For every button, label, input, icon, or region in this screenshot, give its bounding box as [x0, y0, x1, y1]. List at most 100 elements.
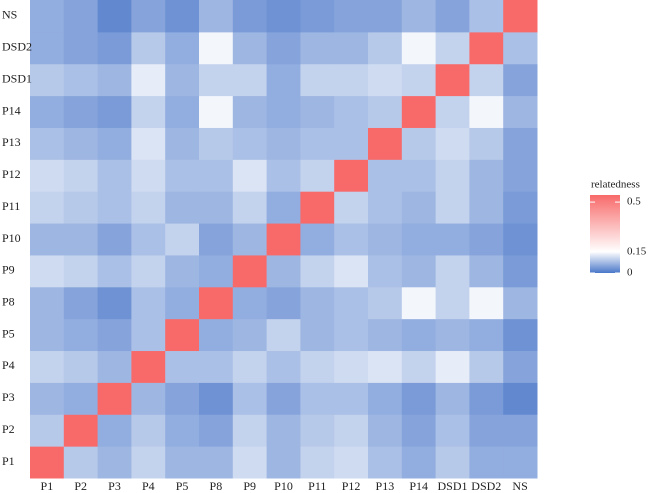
- heatmap-cell: [63, 191, 99, 224]
- heatmap-cell: [165, 63, 200, 97]
- heatmap-cell: [266, 286, 301, 320]
- heatmap-cell: [30, 223, 65, 256]
- heatmap-cell: [165, 414, 200, 447]
- heatmap-cell: [165, 286, 200, 320]
- heatmap-cell: [165, 318, 200, 352]
- heatmap-cell: [199, 95, 234, 128]
- heatmap-cell: [300, 318, 335, 352]
- heatmap-cell: [199, 254, 234, 288]
- heatmap-cell: [435, 63, 470, 97]
- heatmap-cell: [165, 191, 200, 224]
- heatmap-cell: [165, 350, 200, 383]
- y-tick-label: P11: [2, 199, 20, 213]
- heatmap-cell: [266, 382, 301, 415]
- heatmap-cell: [503, 382, 538, 415]
- heatmap-cell: [368, 414, 403, 447]
- heatmap-cell: [131, 31, 166, 65]
- x-tick-label: P3: [108, 479, 121, 493]
- heatmap-cell: [232, 127, 268, 160]
- heatmap-cell: [435, 318, 470, 352]
- y-tick-label: NS: [2, 8, 17, 22]
- y-tick-label: P4: [2, 358, 15, 372]
- heatmap-cell: [368, 127, 403, 160]
- heatmap-cell: [232, 31, 268, 65]
- heatmap-cell: [30, 31, 65, 65]
- y-tick-label: P1: [2, 454, 15, 468]
- heatmap-cell: [131, 159, 166, 192]
- heatmap-cell: [368, 286, 403, 320]
- heatmap-cell: [503, 95, 538, 128]
- colorbar-tick-label: 0.5: [627, 196, 641, 208]
- heatmap-cell: [469, 0, 504, 33]
- heatmap-cell: [435, 191, 470, 224]
- heatmap-cell: [266, 31, 301, 65]
- y-tick-label: DSD1: [2, 71, 32, 85]
- heatmap-cell: [469, 223, 504, 256]
- heatmap-cell: [63, 0, 99, 33]
- heatmap-cell: [503, 286, 538, 320]
- heatmap-cell: [97, 159, 132, 192]
- heatmap-cell: [232, 350, 268, 383]
- heatmap-cell: [232, 382, 268, 415]
- heatmap-cell: [165, 159, 200, 192]
- heatmap-cell: [131, 191, 166, 224]
- heatmap-cell: [199, 414, 234, 447]
- heatmap-cell: [63, 286, 99, 320]
- heatmap-cell: [503, 31, 538, 65]
- heatmap-cell: [435, 127, 470, 160]
- heatmap-cell: [401, 95, 437, 128]
- heatmap-cell: [368, 191, 403, 224]
- x-tick-label: P8: [210, 479, 223, 493]
- heatmap-cell: [266, 254, 301, 288]
- heatmap-cell: [165, 0, 200, 33]
- heatmap-cell: [30, 191, 65, 224]
- heatmap-cell: [503, 0, 538, 33]
- heatmap-cell: [334, 350, 369, 383]
- heatmap-cell: [368, 159, 403, 192]
- heatmap-cell: [165, 31, 200, 65]
- heatmap-cell: [266, 350, 301, 383]
- x-tick-label: DSD1: [437, 479, 467, 493]
- heatmap-cell: [368, 63, 403, 97]
- y-tick-label: P2: [2, 422, 15, 436]
- heatmap-cell: [469, 382, 504, 415]
- heatmap-cell: [469, 286, 504, 320]
- heatmap-cell: [503, 350, 538, 383]
- x-tick-label: P9: [243, 479, 256, 493]
- heatmap-cell: [435, 286, 470, 320]
- heatmap-cell: [131, 350, 166, 383]
- heatmap-cell: [165, 254, 200, 288]
- heatmap-cell: [131, 286, 166, 320]
- heatmap-cell: [232, 318, 268, 352]
- x-tick-label: P14: [409, 479, 428, 493]
- heatmap-cell: [131, 223, 166, 256]
- heatmap-cell: [435, 382, 470, 415]
- heatmap-cell: [30, 127, 65, 160]
- heatmap-cell: [97, 446, 132, 479]
- heatmap-cell: [30, 95, 65, 128]
- heatmap-cell: [368, 95, 403, 128]
- heatmap-cell: [165, 446, 200, 479]
- heatmap-cell: [300, 350, 335, 383]
- heatmap-cell: [368, 254, 403, 288]
- heatmap-cell: [199, 350, 234, 383]
- heatmap-cell: [503, 159, 538, 192]
- heatmap-cell: [401, 318, 437, 352]
- heatmap-cell: [266, 446, 301, 479]
- heatmap-cell: [334, 95, 369, 128]
- heatmap-cell: [63, 159, 99, 192]
- heatmap-cell: [266, 127, 301, 160]
- heatmap-cell: [97, 0, 132, 33]
- heatmap-cell: [199, 382, 234, 415]
- heatmap-cell: [368, 382, 403, 415]
- heatmap-cell: [63, 318, 99, 352]
- heatmap-cell: [131, 95, 166, 128]
- heatmap-cell: [199, 446, 234, 479]
- heatmap-cell: [30, 318, 65, 352]
- heatmap-cell: [469, 31, 504, 65]
- heatmap-cell: [435, 31, 470, 65]
- heatmap-cell: [97, 382, 132, 415]
- x-tick-label: P13: [376, 479, 395, 493]
- heatmap-cell: [199, 63, 234, 97]
- heatmap-cell: [469, 191, 504, 224]
